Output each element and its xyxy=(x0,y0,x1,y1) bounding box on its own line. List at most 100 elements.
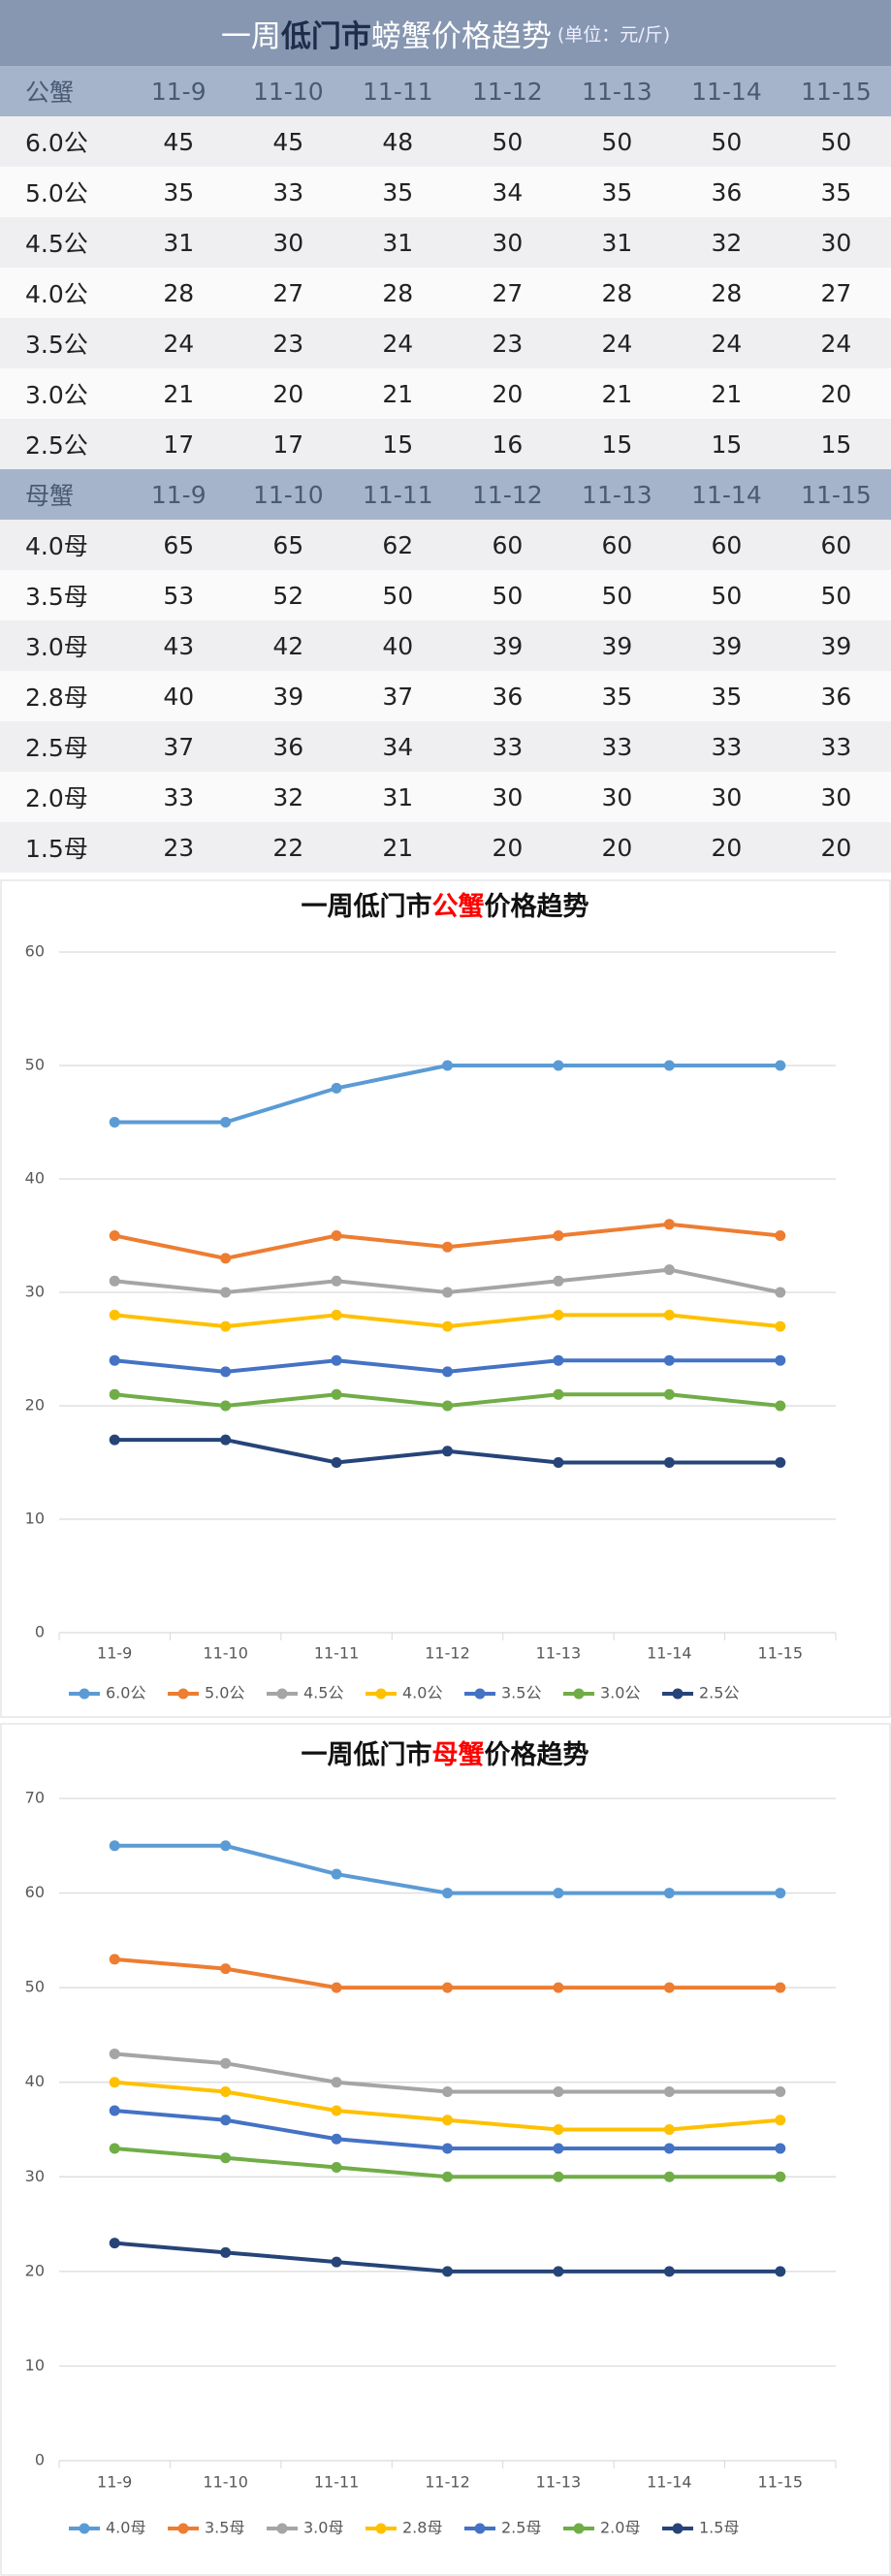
cell: 21 xyxy=(163,379,195,408)
point xyxy=(331,1230,342,1241)
cell: 27 xyxy=(272,278,304,307)
cell: 40 xyxy=(382,631,414,660)
unit: (单位：元/斤) xyxy=(557,23,671,46)
row: 2.5母 37 36 34 33 33 33 33 xyxy=(0,721,891,772)
row: 1.5母 23 22 21 20 20 20 20 xyxy=(0,822,891,873)
point xyxy=(442,1060,453,1071)
y-tick-label: 20 xyxy=(25,1396,45,1415)
price-table: 一周 低门市 螃蟹价格趋势 (单位：元/斤) 公蟹 11-9 11-10 11-11 11-1… xyxy=(0,0,891,873)
cell: 31 xyxy=(601,228,633,257)
header-cell: 11-14 xyxy=(691,480,762,509)
title-part: 一周低门市 xyxy=(302,1739,432,1770)
point xyxy=(220,2152,232,2164)
point xyxy=(663,1388,675,1400)
point xyxy=(775,1354,786,1366)
point xyxy=(442,1888,453,1899)
point xyxy=(331,2133,342,2145)
point xyxy=(109,1230,120,1241)
point xyxy=(220,1400,232,1412)
y-tick-label: 0 xyxy=(35,2451,45,2469)
cell: 23 xyxy=(163,833,195,862)
cell: 27 xyxy=(820,278,852,307)
point xyxy=(442,1400,453,1412)
point xyxy=(442,2115,453,2126)
cell: 31 xyxy=(382,228,414,257)
point xyxy=(220,1287,232,1298)
point xyxy=(442,1320,453,1332)
x-tick-label: 11-9 xyxy=(97,2473,132,2492)
cell: 50 xyxy=(601,581,633,610)
cell: 62 xyxy=(382,530,414,559)
title-part: 低门市 xyxy=(280,18,371,54)
header-cell: 11-14 xyxy=(691,77,762,106)
point xyxy=(553,1230,564,1241)
cell: 34 xyxy=(382,732,414,761)
point xyxy=(220,1963,232,1975)
legend-marker xyxy=(177,2523,189,2534)
row: 5.0公 35 33 35 34 35 36 35 xyxy=(0,167,891,217)
header-row: 公蟹 11-9 11-10 11-11 11-12 11-13 11-14 11-15 xyxy=(0,66,891,116)
cell: 33 xyxy=(272,177,304,207)
point xyxy=(663,1888,675,1899)
cell: 15 xyxy=(601,429,633,459)
cell: 23 xyxy=(272,329,304,358)
cell: 2.5公 xyxy=(25,431,88,460)
legend-label: 2.5公 xyxy=(699,1684,739,1702)
point xyxy=(775,2085,786,2097)
cell: 65 xyxy=(163,530,195,559)
cell: 15 xyxy=(711,429,743,459)
point xyxy=(331,1082,342,1094)
point xyxy=(109,1309,120,1320)
cell: 28 xyxy=(711,278,743,307)
point xyxy=(442,1366,453,1378)
cell: 24 xyxy=(820,329,852,358)
point xyxy=(663,2085,675,2097)
cell: 39 xyxy=(820,631,852,660)
point xyxy=(220,1320,232,1332)
y-tick-label: 0 xyxy=(35,1623,45,1641)
cell: 50 xyxy=(711,581,743,610)
y-tick-label: 20 xyxy=(25,2261,45,2279)
cell: 17 xyxy=(272,429,304,459)
point xyxy=(553,1354,564,1366)
cell: 20 xyxy=(820,379,852,408)
header-cell: 11-10 xyxy=(252,480,324,509)
title-part: 公蟹 xyxy=(432,892,485,922)
cell: 4.0公 xyxy=(25,280,88,308)
point xyxy=(775,1457,786,1468)
cell: 32 xyxy=(272,782,304,811)
cell: 35 xyxy=(601,682,633,711)
cell: 5.0公 xyxy=(25,179,88,207)
cell: 15 xyxy=(820,429,852,459)
point xyxy=(775,1060,786,1071)
cell: 2.5母 xyxy=(25,734,88,762)
point xyxy=(109,2048,120,2059)
legend-marker xyxy=(276,1688,288,1700)
cell: 27 xyxy=(492,278,524,307)
point xyxy=(553,1982,564,1993)
chart-title: 一周低门市母蟹价格趋势 xyxy=(302,1739,589,1770)
point xyxy=(220,1840,232,1852)
point xyxy=(442,2143,453,2154)
legend-marker xyxy=(79,2523,90,2534)
point xyxy=(663,1219,675,1230)
row: 2.0母 33 32 31 30 30 30 30 xyxy=(0,772,891,822)
cell: 21 xyxy=(382,833,414,862)
header-cell: 母蟹 xyxy=(25,482,75,510)
cell: 2.8母 xyxy=(25,684,88,712)
cell: 28 xyxy=(382,278,414,307)
point xyxy=(331,1388,342,1400)
row: 3.5公 24 23 24 23 24 24 24 xyxy=(0,318,891,368)
title-part: 一周 xyxy=(220,18,281,54)
x-tick-label: 11-13 xyxy=(536,1644,582,1663)
title-part: 价格趋势 xyxy=(485,892,589,922)
legend-marker xyxy=(375,2523,387,2534)
cell: 20 xyxy=(492,833,524,862)
cell: 36 xyxy=(272,732,304,761)
chart: 一周低门市母蟹价格趋势 0 10 20 30 40 50 60 70 11-9 11-10 11-11… xyxy=(0,1723,891,2576)
cell: 35 xyxy=(820,177,852,207)
cell: 21 xyxy=(601,379,633,408)
point xyxy=(663,1354,675,1366)
point xyxy=(109,2077,120,2088)
point xyxy=(442,1287,453,1298)
